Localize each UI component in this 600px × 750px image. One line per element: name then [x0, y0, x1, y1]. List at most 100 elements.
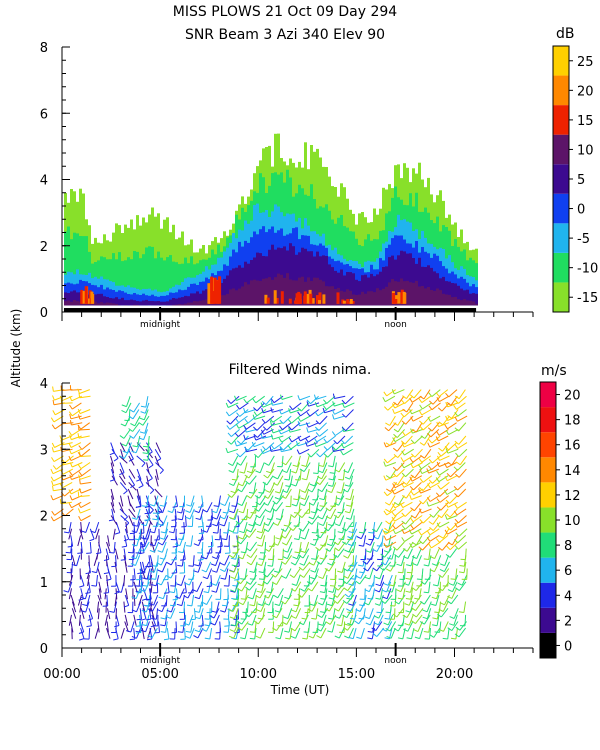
- wind-barb: [391, 548, 396, 560]
- wind-barb: [86, 594, 91, 606]
- wind-barb: [206, 548, 211, 560]
- wind-barb: [123, 429, 131, 439]
- wind-barb: [80, 448, 91, 457]
- snr-cell: [136, 251, 139, 306]
- wind-barb-flag: [147, 608, 153, 612]
- wind-barb: [110, 442, 115, 454]
- wind-barb: [311, 581, 319, 592]
- wind-barb-flag: [121, 545, 127, 548]
- wind-barb-flag: [334, 547, 340, 552]
- wind-barb-flag: [345, 498, 351, 501]
- wind-barb-flag: [232, 604, 238, 607]
- wind-barb-flag: [364, 589, 370, 593]
- wind-barb-flag: [119, 435, 125, 439]
- wind-barb-flag: [348, 591, 354, 593]
- wind-barb-flag: [418, 488, 421, 494]
- wind-barb-flag: [333, 599, 338, 604]
- wind-barb: [210, 575, 213, 587]
- wind-barb-flag: [90, 530, 96, 534]
- wind-barb-flag: [291, 503, 297, 507]
- wind-barb: [142, 608, 147, 619]
- wind-barb: [268, 594, 274, 606]
- wind-barb-flag: [230, 576, 236, 580]
- wind-barb: [266, 475, 274, 486]
- colorbar-tick-label: -5: [577, 232, 590, 247]
- wind-barb-flag: [253, 407, 258, 412]
- wind-barb-flag: [69, 413, 72, 419]
- x-axis-label: Time (UT): [270, 683, 330, 697]
- wind-barb-flag: [260, 433, 263, 439]
- wind-barb-flag: [288, 408, 291, 414]
- wind-barb: [61, 402, 73, 404]
- wind-barb-flag: [348, 583, 354, 586]
- wind-barb-flag: [186, 504, 192, 507]
- wind-barb: [154, 541, 160, 553]
- wind-barb-flag: [297, 420, 300, 427]
- wind-barb-flag: [418, 398, 423, 403]
- wind-barb-flag: [446, 600, 452, 605]
- snr-cell: [301, 247, 304, 306]
- wind-barb-flag: [366, 558, 372, 560]
- wind-barb-flag: [116, 590, 122, 593]
- wind-barb: [115, 614, 120, 626]
- wind-barb: [440, 482, 450, 490]
- wind-barb: [429, 528, 440, 536]
- wind-barb: [436, 614, 440, 626]
- snr-cell: [136, 294, 139, 306]
- wind-barb-flag: [255, 523, 261, 527]
- snr-cell: [460, 300, 463, 306]
- wind-barb: [106, 621, 109, 633]
- colorbar-swatch: [553, 223, 569, 253]
- snr-cell: [196, 301, 199, 306]
- wind-barb-flag: [394, 554, 399, 558]
- wind-barb-flag: [344, 549, 350, 553]
- wind-barb: [215, 581, 220, 593]
- wind-barb: [441, 568, 450, 578]
- wind-barb: [277, 475, 284, 486]
- wind-barb: [312, 508, 319, 520]
- wind-barb-flag: [185, 516, 191, 520]
- wind-barb: [234, 568, 240, 579]
- wind-barb: [229, 422, 239, 430]
- wind-barb: [394, 389, 405, 395]
- wind-barb: [281, 455, 284, 467]
- wind-barb: [439, 535, 449, 543]
- wind-barb-flag: [59, 435, 63, 441]
- wind-barb-flag: [209, 615, 215, 619]
- wind-barb: [267, 488, 275, 499]
- wind-barb-flag: [405, 598, 411, 600]
- wind-barb: [417, 621, 423, 632]
- wind-barb-flag: [295, 479, 301, 481]
- wind-barb: [217, 522, 220, 534]
- wind-barb-flag: [293, 525, 299, 527]
- snr-cell: [376, 288, 379, 306]
- wind-barb: [393, 574, 397, 587]
- snr-cell: [148, 295, 151, 306]
- wind-barb-flag: [374, 576, 380, 580]
- wind-barb-flag: [266, 470, 272, 474]
- wind-barb: [297, 594, 301, 606]
- wind-barb: [262, 402, 274, 408]
- wind-barb-flag: [243, 434, 246, 440]
- wind-barb: [144, 422, 149, 434]
- snr-core-cell: [294, 300, 297, 304]
- wind-barb-flag: [383, 458, 388, 464]
- wind-barb: [429, 568, 431, 580]
- wind-barb: [126, 442, 132, 454]
- wind-barb: [430, 429, 440, 438]
- wind-barb-flag: [69, 420, 72, 426]
- wind-barb-flag: [263, 495, 269, 499]
- wind-barb-flag: [420, 581, 426, 585]
- wind-barb-flag: [129, 532, 135, 535]
- wind-barb: [405, 468, 414, 478]
- wind-barb: [350, 601, 357, 612]
- wind-barb-flag: [131, 544, 137, 547]
- wind-barb-flag: [210, 622, 216, 626]
- wind-barb: [408, 574, 414, 586]
- snr-cell: [292, 246, 295, 306]
- wind-barb-flag: [385, 475, 391, 479]
- wind-barb: [256, 409, 267, 417]
- wind-barb: [192, 555, 195, 567]
- snr-core-cell: [216, 280, 219, 304]
- wind-barb: [154, 448, 162, 459]
